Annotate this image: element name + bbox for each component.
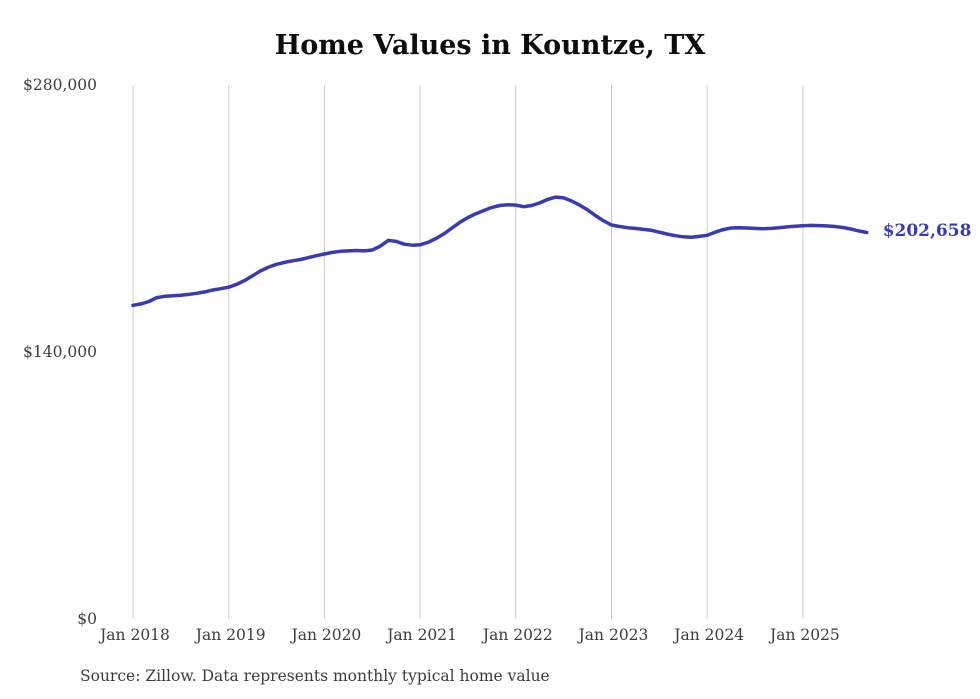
x-axis-tick-label: Jan 2020 xyxy=(289,626,361,644)
y-axis-tick-label: $140,000 xyxy=(23,343,97,361)
home-value-line-series xyxy=(131,195,869,308)
y-axis-tick-label: $0 xyxy=(77,610,97,628)
x-axis-tick-label: Jan 2019 xyxy=(194,626,266,644)
x-axis-tick-label: Jan 2018 xyxy=(98,626,170,644)
y-axis-tick-label: $280,000 xyxy=(23,76,97,94)
x-axis-tick-label: Jan 2021 xyxy=(385,626,457,644)
x-axis-tick-label: Jan 2022 xyxy=(481,626,553,644)
x-axis-tick-label: Jan 2024 xyxy=(672,626,744,644)
x-axis-tick-label: Jan 2023 xyxy=(577,626,649,644)
chart-title: Home Values in Kountze, TX xyxy=(274,30,706,61)
source-note: Source: Zillow. Data represents monthly … xyxy=(80,667,550,685)
x-axis-tick-label: Jan 2025 xyxy=(768,626,840,644)
current-value-label: $202,658 xyxy=(882,220,972,241)
